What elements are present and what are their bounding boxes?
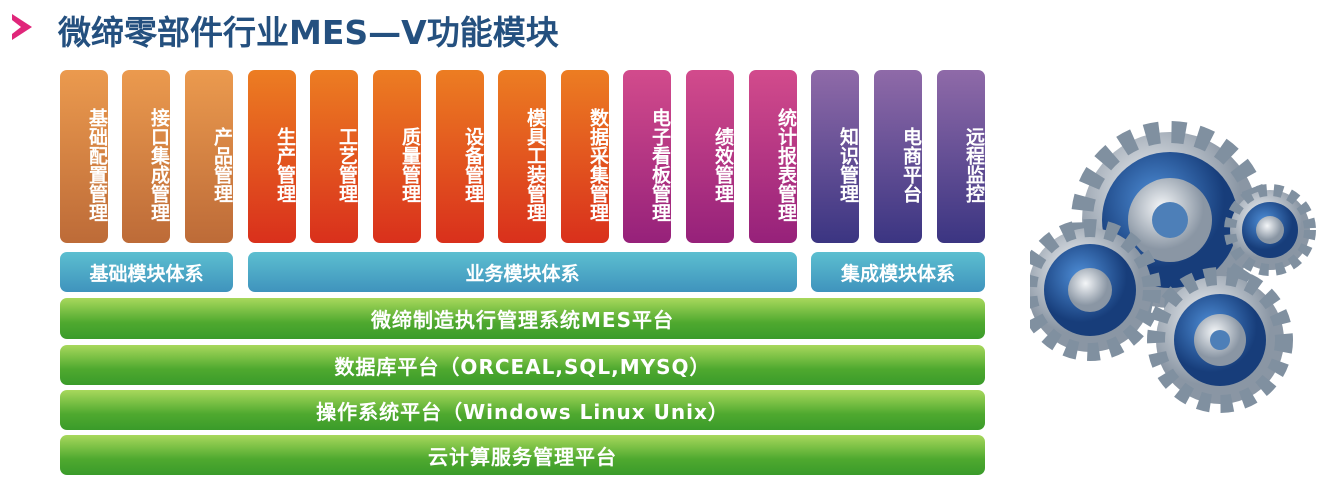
category-integration: 集成模块体系 [811,252,985,292]
module-product: 产品管理 [185,70,233,243]
gears-icon [1030,121,1316,413]
module-remote-monitor: 远程监控 [937,70,985,243]
module-process: 工艺管理 [310,70,358,243]
category-base: 基础模块体系 [60,252,233,292]
platform-database: 数据库平台（ORCEAL,SQL,MYSQ） [60,345,985,385]
platform-os: 操作系统平台（Windows Linux Unix） [60,390,985,430]
platform-mes: 微缔制造执行管理系统MES平台 [60,298,985,339]
chevron-right-icon [12,14,32,40]
module-interface: 接口集成管理 [122,70,170,243]
module-ecommerce: 电商平台 [874,70,922,243]
module-data-collection: 数据采集管理 [561,70,609,243]
platform-cloud: 云计算服务管理平台 [60,435,985,475]
module-reports: 统计报表管理 [749,70,797,243]
module-kanban: 电子看板管理 [623,70,671,243]
module-quality: 质量管理 [373,70,421,243]
module-performance: 绩效管理 [686,70,734,243]
module-knowledge: 知识管理 [811,70,859,243]
module-production: 生产管理 [248,70,296,243]
module-mold: 模具工装管理 [498,70,546,243]
module-base-config: 基础配置管理 [60,70,108,243]
module-equipment: 设备管理 [436,70,484,243]
page-title: 微缔零部件行业MES—V功能模块 [58,13,559,52]
category-business: 业务模块体系 [248,252,797,292]
